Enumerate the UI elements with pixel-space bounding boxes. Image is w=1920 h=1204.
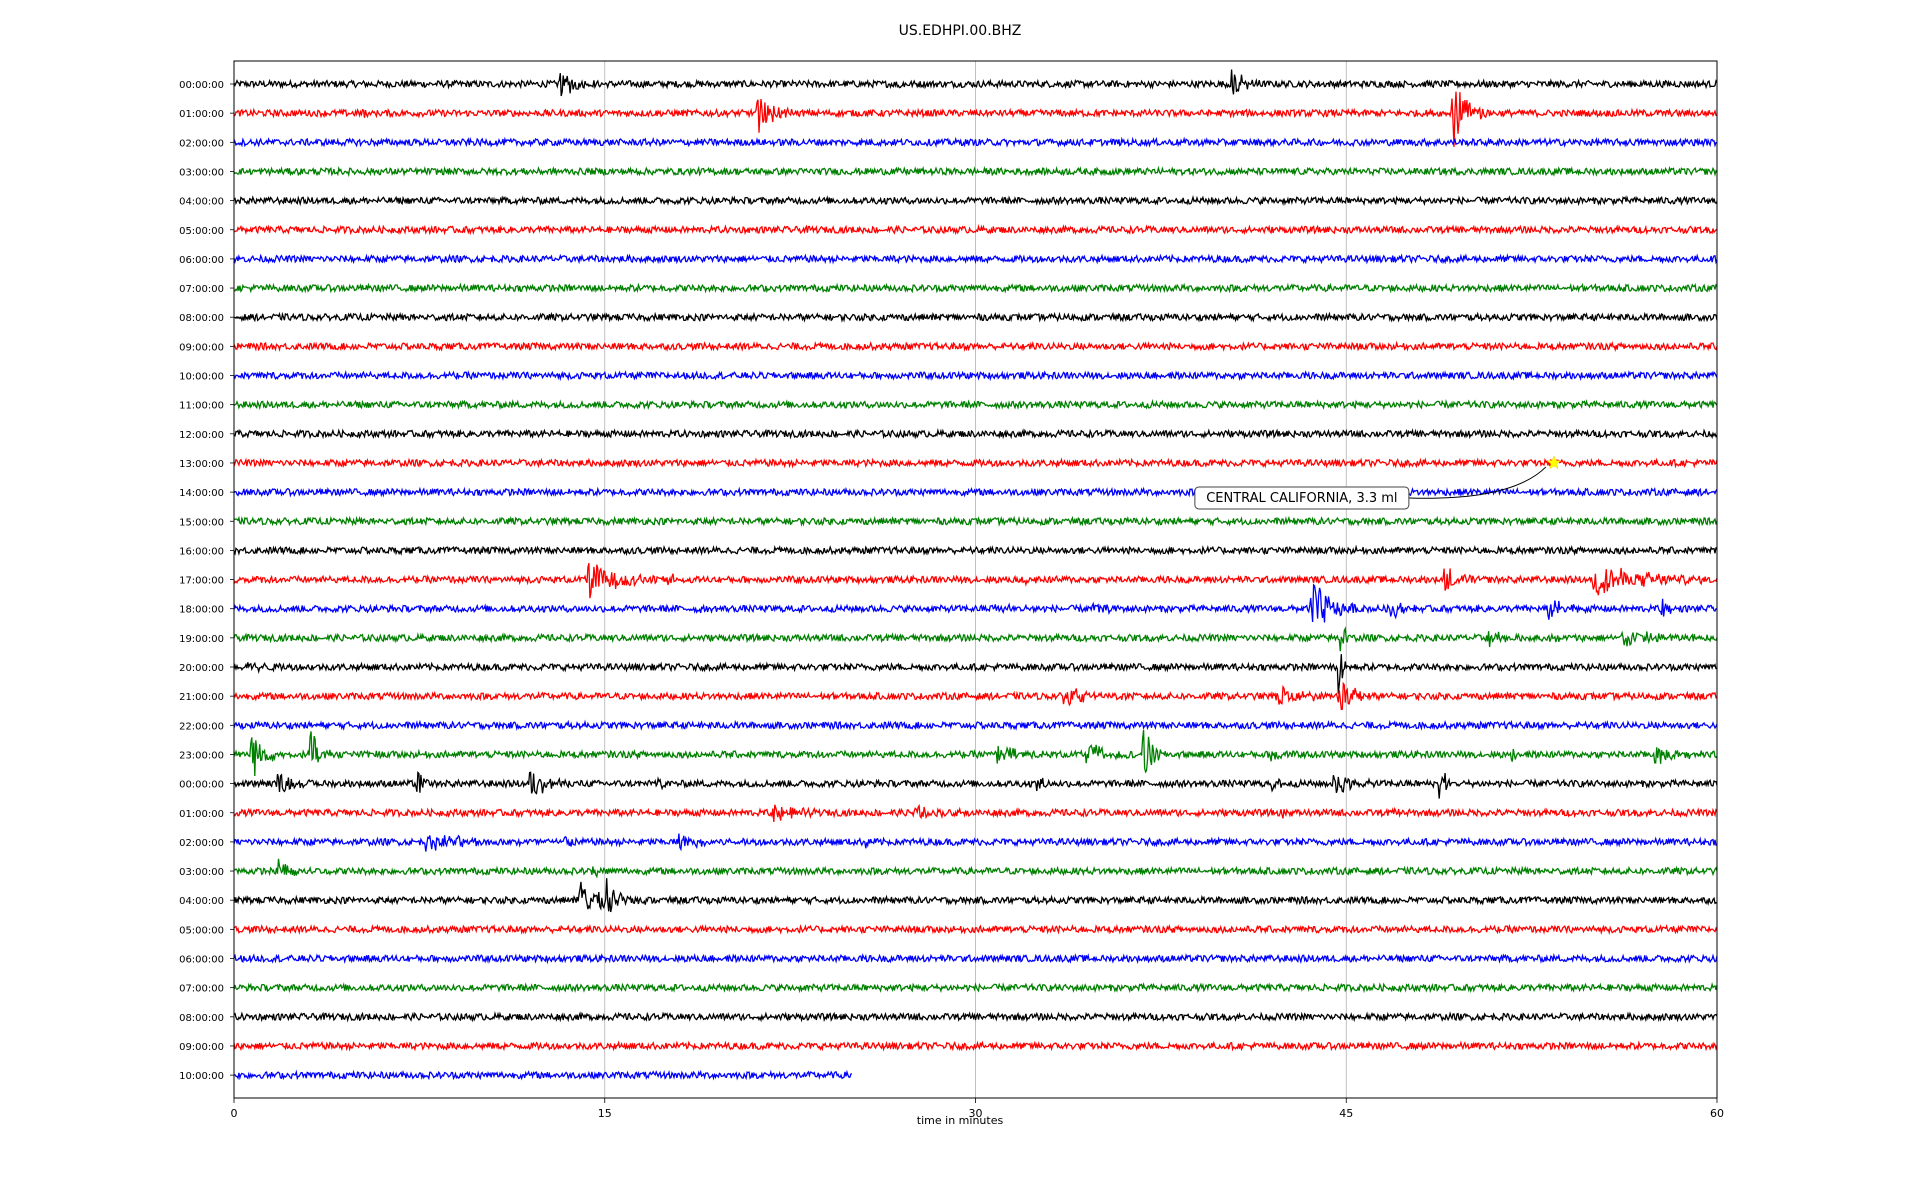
trace-line (233, 398, 1718, 411)
row-label: 20:00:00 (179, 663, 224, 674)
row-label: 11:00:00 (179, 401, 224, 412)
x-tick-label: 30 (969, 1107, 983, 1120)
row-label: 17:00:00 (179, 576, 224, 587)
chart-title: US.EDHPI.00.BHZ (899, 23, 1022, 39)
row-label: 14:00:00 (179, 488, 224, 499)
row-label: 19:00:00 (179, 634, 224, 645)
annotation-layer: CENTRAL CALIFORNIA, 3.3 ml (1194, 455, 1562, 510)
trace-line (234, 1069, 852, 1081)
row-label: 09:00:00 (179, 342, 224, 353)
trace-line (233, 952, 1718, 965)
trace-line (233, 833, 1718, 852)
event-star-marker (1546, 455, 1562, 470)
trace-line (233, 428, 1718, 440)
x-tick-label: 60 (1710, 1107, 1724, 1120)
trace-line (233, 136, 1718, 148)
trace-line (233, 981, 1718, 994)
trace-line (233, 253, 1718, 265)
row-label: 13:00:00 (179, 459, 224, 470)
trace-line (233, 858, 1718, 879)
row-label: 02:00:00 (179, 138, 224, 149)
trace-line (233, 1040, 1718, 1052)
row-label: 07:00:00 (179, 984, 224, 995)
trace-line (233, 369, 1718, 382)
row-label: 15:00:00 (179, 517, 224, 528)
row-label: 22:00:00 (179, 721, 224, 732)
trace-line (233, 681, 1717, 711)
trace-line (233, 654, 1718, 694)
annotation-connector (1408, 466, 1547, 499)
trace-line (233, 486, 1718, 498)
trace-line (233, 803, 1718, 823)
trace-line (233, 457, 1718, 469)
row-label: 04:00:00 (179, 197, 224, 208)
row-label: 04:00:00 (179, 896, 224, 907)
row-label: 02:00:00 (179, 838, 224, 849)
row-label: 00:00:00 (179, 80, 224, 91)
row-label: 21:00:00 (179, 692, 224, 703)
trace-line (233, 1011, 1718, 1023)
row-label: 18:00:00 (179, 605, 224, 616)
row-label: 06:00:00 (179, 255, 224, 266)
trace-line (233, 194, 1718, 207)
trace-line (233, 69, 1718, 97)
row-label: 01:00:00 (179, 809, 224, 820)
row-label: 06:00:00 (179, 955, 224, 966)
row-label: 08:00:00 (179, 1013, 224, 1024)
row-label: 12:00:00 (179, 430, 224, 441)
trace-line (233, 719, 1718, 732)
row-label: 23:00:00 (179, 750, 224, 761)
trace-line (233, 626, 1718, 652)
x-axis-label: time in minutes (917, 1114, 1004, 1127)
trace-line (233, 771, 1718, 799)
trace-line (233, 340, 1718, 353)
trace-line (233, 165, 1718, 178)
row-label: 10:00:00 (179, 1071, 224, 1082)
row-label: 01:00:00 (179, 109, 224, 120)
x-tick-label: 15 (598, 1107, 612, 1120)
x-tick-label: 45 (1339, 1107, 1353, 1120)
annotation-box (1194, 486, 1410, 510)
row-label: 03:00:00 (179, 867, 224, 878)
row-label: 00:00:00 (179, 780, 224, 791)
trace-line (233, 544, 1718, 557)
traces-layer (233, 69, 1718, 1081)
x-tick-label: 0 (231, 1107, 238, 1120)
trace-line (233, 878, 1718, 913)
trace-line (233, 282, 1718, 294)
row-label: 07:00:00 (179, 284, 224, 295)
trace-line (233, 729, 1718, 777)
row-label: 03:00:00 (179, 167, 224, 178)
axes-layer: 00:00:00 01:00:00 02:00:00 03:00:00 04:00:00… (179, 60, 1724, 1120)
trace-line (233, 923, 1718, 936)
trace-line (233, 91, 1718, 148)
row-label: 10:00:00 (179, 372, 224, 383)
row-label: 08:00:00 (179, 313, 224, 324)
trace-line (233, 311, 1718, 323)
row-label: 05:00:00 (179, 925, 224, 936)
row-label: 05:00:00 (179, 226, 224, 237)
trace-line (233, 515, 1718, 528)
trace-line (233, 224, 1718, 236)
trace-line (233, 563, 1718, 599)
annotation-text: CENTRAL CALIFORNIA, 3.3 ml (1206, 491, 1397, 506)
row-label: 16:00:00 (179, 546, 224, 557)
row-label: 09:00:00 (179, 1042, 224, 1053)
trace-line (233, 583, 1718, 623)
